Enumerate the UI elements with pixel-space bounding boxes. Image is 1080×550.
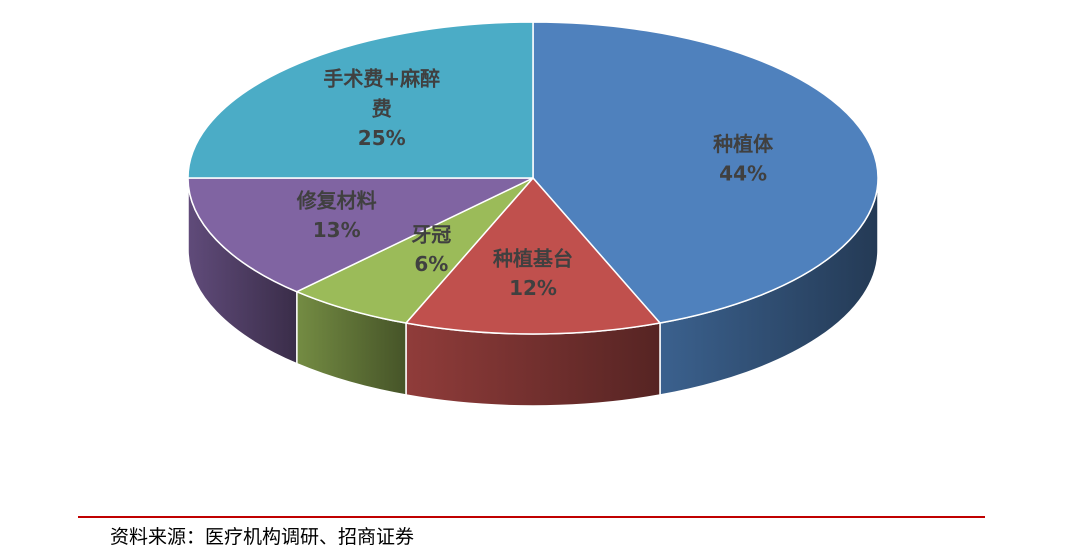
slice-label: 牙冠 (411, 222, 451, 246)
slice (295, 177, 534, 324)
slice-label: 种植体 (712, 131, 774, 155)
slice-value-label: 6% (414, 252, 448, 276)
slice (404, 176, 662, 335)
slice-label: 修复材料 (296, 188, 377, 212)
slice-value-label: 12% (509, 276, 557, 300)
slice-side (405, 322, 661, 407)
slice (187, 21, 534, 179)
slice (532, 21, 879, 324)
slice-value-label: 13% (313, 218, 361, 242)
slice (187, 177, 534, 293)
source-note: 资料来源：医疗机构调研、招商证券 (110, 526, 414, 548)
slice-value-label: 44% (719, 161, 767, 185)
slice-label: 手术费+麻醉费 (323, 66, 440, 120)
slice-label: 种植基台 (492, 246, 573, 270)
slice-value-label: 25% (358, 126, 406, 150)
